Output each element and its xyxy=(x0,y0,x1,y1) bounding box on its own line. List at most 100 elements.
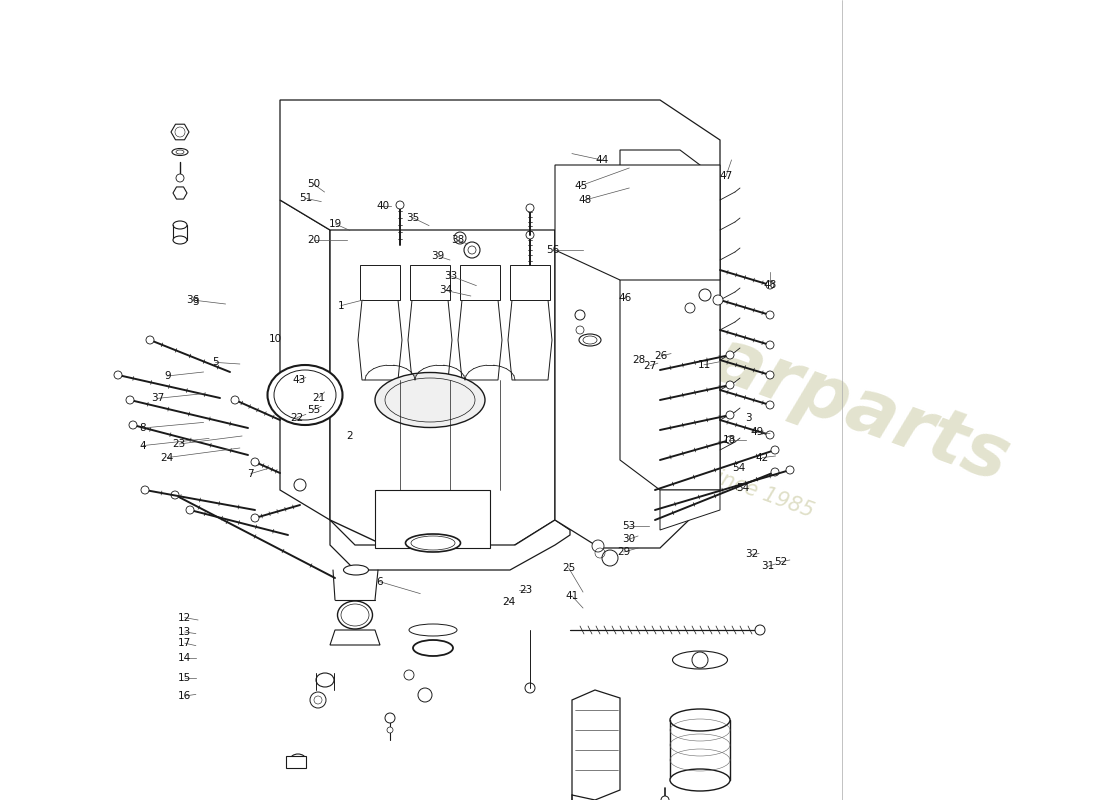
Text: 36: 36 xyxy=(186,295,199,305)
Text: 47: 47 xyxy=(719,171,733,181)
Text: 5: 5 xyxy=(212,358,219,367)
Circle shape xyxy=(314,696,322,704)
Circle shape xyxy=(592,540,604,552)
Circle shape xyxy=(114,371,122,379)
Text: 3: 3 xyxy=(192,297,199,306)
Polygon shape xyxy=(620,150,721,490)
Circle shape xyxy=(755,625,764,635)
Text: 38: 38 xyxy=(451,235,464,245)
Text: 27: 27 xyxy=(644,361,657,370)
Ellipse shape xyxy=(406,534,461,552)
Text: 46: 46 xyxy=(618,293,631,302)
Circle shape xyxy=(771,446,779,454)
Circle shape xyxy=(685,303,695,313)
Circle shape xyxy=(766,401,774,409)
Circle shape xyxy=(786,466,794,474)
Text: 56: 56 xyxy=(547,245,560,254)
Polygon shape xyxy=(170,124,189,140)
Circle shape xyxy=(766,371,774,379)
Circle shape xyxy=(310,692,326,708)
Circle shape xyxy=(251,458,258,466)
Text: 22: 22 xyxy=(290,413,304,422)
Text: 12: 12 xyxy=(178,613,191,622)
Text: 19: 19 xyxy=(329,219,342,229)
Text: 3: 3 xyxy=(745,414,751,423)
Text: 54: 54 xyxy=(733,463,746,473)
Polygon shape xyxy=(358,285,402,380)
Polygon shape xyxy=(458,285,502,380)
Circle shape xyxy=(713,295,723,305)
Circle shape xyxy=(692,652,708,668)
Text: 13: 13 xyxy=(178,627,191,637)
Circle shape xyxy=(464,242,480,258)
Circle shape xyxy=(141,486,149,494)
Ellipse shape xyxy=(274,370,336,420)
Circle shape xyxy=(771,468,779,476)
Text: 29: 29 xyxy=(617,547,630,557)
Circle shape xyxy=(766,341,774,349)
Text: 23: 23 xyxy=(173,439,186,449)
Text: 7: 7 xyxy=(248,469,254,478)
Circle shape xyxy=(418,688,432,702)
Text: 54: 54 xyxy=(736,483,749,493)
Text: 21: 21 xyxy=(312,393,326,402)
Circle shape xyxy=(231,396,239,404)
Text: 8: 8 xyxy=(140,423,146,433)
Text: 33: 33 xyxy=(444,271,458,281)
Polygon shape xyxy=(375,490,490,548)
Text: 24: 24 xyxy=(161,453,174,462)
Circle shape xyxy=(726,436,734,444)
Polygon shape xyxy=(460,265,500,300)
Text: 48: 48 xyxy=(579,195,592,205)
Circle shape xyxy=(385,713,395,723)
Circle shape xyxy=(726,381,734,389)
Text: 41: 41 xyxy=(565,591,579,601)
Text: 26: 26 xyxy=(654,351,668,361)
Circle shape xyxy=(294,479,306,491)
Text: 2: 2 xyxy=(346,431,353,441)
Circle shape xyxy=(526,204,534,212)
Text: 18: 18 xyxy=(723,435,736,445)
Text: a passion for cars since 1985: a passion for cars since 1985 xyxy=(524,398,817,522)
Text: 48: 48 xyxy=(763,280,777,290)
Ellipse shape xyxy=(672,651,727,669)
Text: 37: 37 xyxy=(151,394,164,403)
Text: 20: 20 xyxy=(307,235,320,245)
Text: 6: 6 xyxy=(376,577,383,586)
Circle shape xyxy=(661,796,669,800)
Text: 14: 14 xyxy=(178,653,191,662)
Polygon shape xyxy=(556,165,720,548)
Polygon shape xyxy=(508,285,552,380)
Text: 34: 34 xyxy=(439,286,452,295)
Text: 17: 17 xyxy=(178,638,191,648)
Circle shape xyxy=(186,506,194,514)
Circle shape xyxy=(602,550,618,566)
Circle shape xyxy=(698,289,711,301)
Text: 24: 24 xyxy=(503,597,516,606)
Text: 9: 9 xyxy=(164,371,170,381)
Polygon shape xyxy=(330,630,380,645)
Circle shape xyxy=(525,683,535,693)
Text: 32: 32 xyxy=(745,550,758,559)
Ellipse shape xyxy=(173,221,187,229)
Text: 30: 30 xyxy=(623,534,636,544)
Circle shape xyxy=(766,311,774,319)
Polygon shape xyxy=(330,200,556,548)
Text: 10: 10 xyxy=(268,334,282,344)
Polygon shape xyxy=(173,187,187,199)
Ellipse shape xyxy=(173,236,187,244)
Text: 28: 28 xyxy=(632,355,646,365)
Polygon shape xyxy=(556,165,720,280)
Ellipse shape xyxy=(338,601,373,629)
Text: 1: 1 xyxy=(338,301,344,310)
Ellipse shape xyxy=(670,709,730,731)
Text: 49: 49 xyxy=(750,427,763,437)
Text: 25: 25 xyxy=(562,563,575,573)
Ellipse shape xyxy=(579,334,601,346)
Ellipse shape xyxy=(375,373,485,427)
Text: 53: 53 xyxy=(623,522,636,531)
Text: eurocarparts: eurocarparts xyxy=(481,242,1020,498)
Ellipse shape xyxy=(172,149,188,155)
Text: 23: 23 xyxy=(519,586,532,595)
Text: 15: 15 xyxy=(178,674,191,683)
